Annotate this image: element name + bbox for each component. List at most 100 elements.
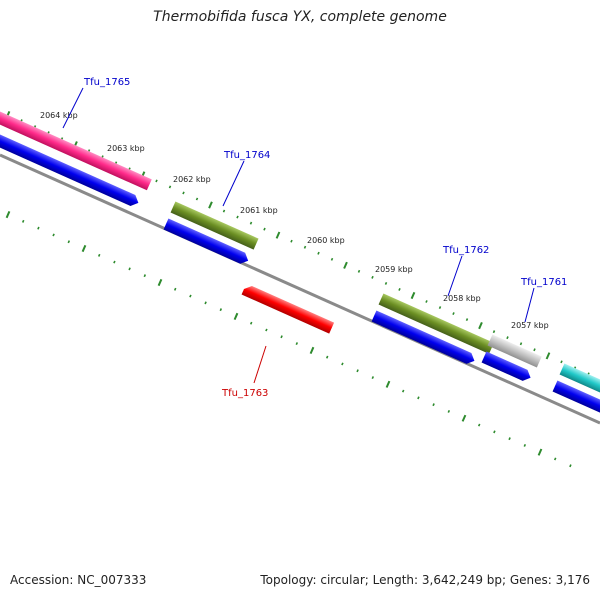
minor-tick [143, 274, 147, 278]
genome-backbone [0, 153, 600, 425]
minor-tick [67, 240, 71, 244]
genome-stats-text: Topology: circular; Length: 3,642,249 bp… [260, 573, 590, 587]
major-tick [5, 210, 11, 219]
minor-tick [204, 301, 207, 305]
minor-tick [523, 443, 527, 447]
minor-tick [401, 389, 405, 393]
minor-tick [113, 260, 116, 264]
cds-arrow-1765[interactable] [0, 127, 141, 208]
gene-leader-line [524, 287, 535, 323]
minor-tick [506, 336, 509, 340]
minor-tick [290, 239, 293, 243]
minor-tick [432, 403, 435, 407]
minor-tick [128, 267, 131, 271]
minor-tick [236, 215, 239, 219]
major-tick [537, 448, 543, 456]
minor-tick [417, 396, 420, 400]
gene-leader-line [222, 160, 245, 207]
gene-leader-line [253, 345, 267, 384]
feature-tfu-1765-magenta[interactable] [0, 104, 152, 191]
kbp-label: 2057 kbp [511, 321, 549, 330]
gene-leader-line [447, 255, 463, 297]
minor-tick [189, 294, 192, 298]
major-tick [309, 346, 315, 355]
major-tick [410, 291, 416, 300]
feature-tfu-1762-olive[interactable] [378, 293, 494, 354]
cds-arrow-1762[interactable] [371, 310, 477, 367]
minor-tick [371, 376, 375, 380]
minor-tick [97, 253, 101, 257]
accession-text: Accession: NC_007333 [10, 573, 147, 587]
cds-arrow-1761[interactable] [481, 351, 533, 384]
minor-tick [265, 328, 268, 332]
minor-tick [249, 221, 253, 225]
minor-tick [222, 209, 226, 213]
kbp-label: 2064 kbp [40, 111, 78, 120]
major-tick [275, 231, 281, 239]
minor-tick [447, 409, 451, 413]
minor-tick [330, 257, 334, 261]
minor-tick [569, 464, 572, 468]
gene-label-tfu-1761[interactable]: Tfu_1761 [520, 277, 567, 288]
minor-tick [425, 300, 428, 303]
major-tick [385, 380, 391, 388]
kbp-label: 2062 kbp [173, 175, 211, 184]
kbp-label: 2063 kbp [107, 144, 145, 153]
minor-tick [508, 437, 511, 441]
minor-tick [357, 269, 361, 273]
cds-arrow-edge[interactable] [552, 380, 600, 418]
map-title: Thermobifida fusca YX, complete genome [153, 9, 447, 25]
minor-tick [219, 308, 223, 312]
minor-tick [37, 226, 40, 230]
gene-label-tfu-1762[interactable]: Tfu_1762 [442, 245, 489, 256]
feature-tfu-1764-olive[interactable] [170, 201, 259, 250]
major-tick [343, 261, 348, 269]
minor-tick [438, 306, 442, 310]
major-tick [81, 244, 87, 253]
gene-label-tfu-1763[interactable]: Tfu_1763 [221, 388, 268, 399]
kbp-label: 2061 kbp [240, 206, 278, 215]
gene-label-tfu-1764[interactable]: Tfu_1764 [223, 150, 270, 161]
minor-tick [325, 355, 329, 359]
feature-cyan[interactable] [559, 363, 600, 399]
minor-tick [398, 287, 401, 291]
minor-tick [295, 342, 299, 346]
minor-tick [452, 312, 455, 316]
major-tick [157, 278, 163, 287]
gene-leader-line [62, 87, 84, 129]
minor-tick [21, 219, 25, 223]
minor-tick [560, 360, 563, 364]
minor-tick [52, 233, 55, 237]
minor-tick [182, 191, 185, 195]
kbp-label: 2060 kbp [307, 236, 345, 245]
minor-tick [492, 330, 496, 334]
minor-tick [195, 197, 199, 201]
major-tick [461, 414, 467, 422]
kbp-tick-row-upper [5, 110, 590, 376]
minor-tick [263, 227, 266, 231]
minor-tick [519, 342, 523, 346]
minor-tick [384, 281, 388, 285]
major-tick [478, 321, 483, 330]
position-tick-row-lower [5, 210, 572, 468]
minor-tick [465, 318, 469, 322]
minor-tick [341, 362, 344, 366]
minor-tick [249, 321, 253, 325]
kbp-label: 2059 kbp [375, 265, 413, 274]
minor-tick [280, 335, 283, 339]
minor-tick [317, 251, 320, 255]
feature-tfu-1761-silver[interactable] [487, 334, 542, 368]
minor-tick [168, 185, 172, 189]
minor-tick [173, 287, 177, 291]
minor-tick [553, 457, 557, 461]
major-tick [545, 352, 551, 360]
gene-label-tfu-1765[interactable]: Tfu_1765 [83, 77, 130, 88]
minor-tick [155, 179, 158, 183]
minor-tick [356, 369, 359, 373]
minor-tick [303, 245, 307, 249]
minor-tick [533, 348, 536, 352]
feature-tfu-1763-red[interactable] [241, 284, 335, 334]
cds-arrow-1764[interactable] [163, 218, 251, 267]
minor-tick [493, 430, 496, 434]
